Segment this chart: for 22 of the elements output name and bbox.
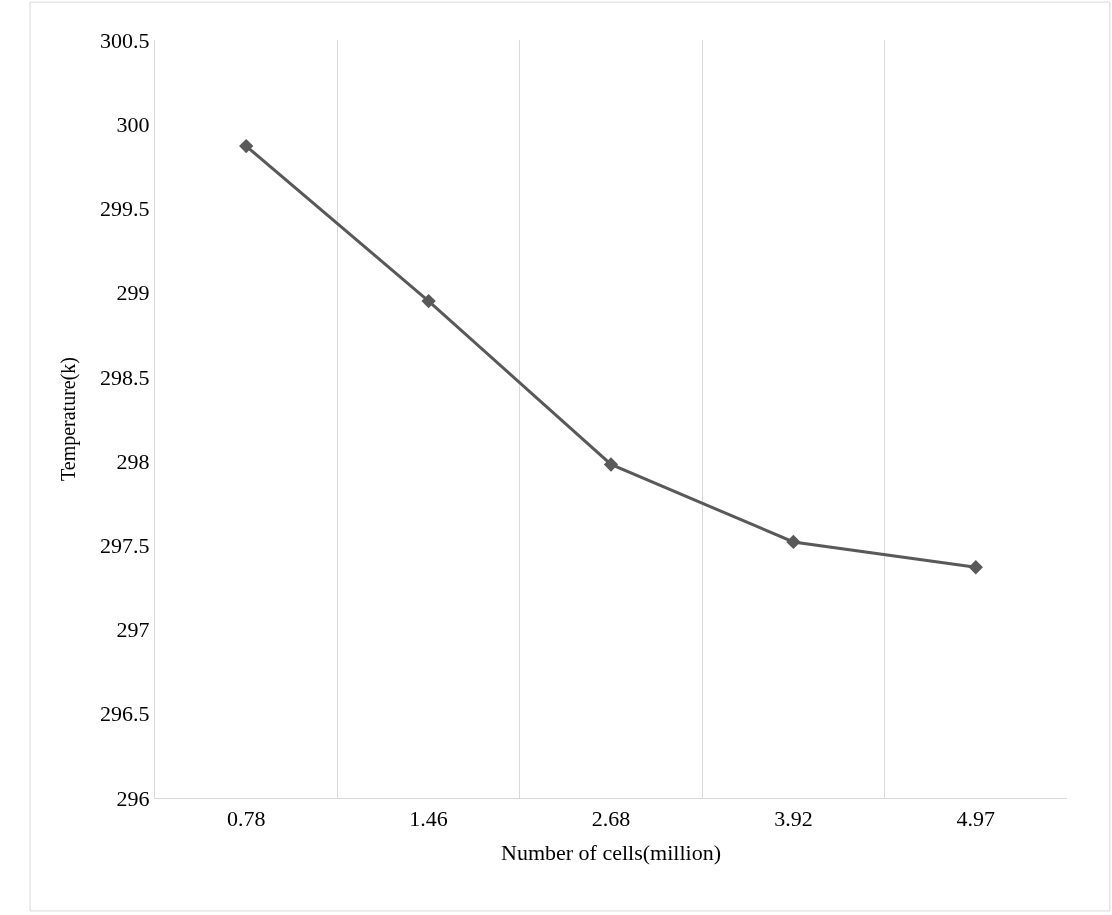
- y-tick-label: 296: [116, 785, 150, 811]
- x-tick-label: 1.46: [409, 805, 448, 831]
- y-tick-label: 299.5: [99, 196, 150, 222]
- y-tick-label: 299: [116, 280, 150, 306]
- x-tick-label: 0.78: [226, 805, 266, 831]
- y-axis-title: Temperature(k): [57, 356, 81, 482]
- y-tick-label: 296.5: [99, 701, 150, 727]
- y-tick-label: 298.5: [99, 364, 150, 390]
- point: [421, 293, 436, 309]
- x-tick-label: 4.97: [956, 805, 996, 831]
- point: [968, 560, 983, 575]
- x-axis-title: Number of cells(million): [501, 840, 721, 866]
- point: [239, 138, 254, 154]
- y-tick-label: 297: [116, 617, 150, 643]
- x-tick-label: 3.92: [774, 805, 813, 831]
- y-tick-label: 300.5: [99, 27, 150, 53]
- point: [786, 534, 801, 550]
- y-tick-label: 300: [116, 111, 150, 137]
- x-tick-label: 2.68: [591, 805, 631, 831]
- y-tick-label: 297.5: [99, 533, 150, 559]
- point: [603, 457, 619, 472]
- y-tick-label: 298: [116, 448, 150, 474]
